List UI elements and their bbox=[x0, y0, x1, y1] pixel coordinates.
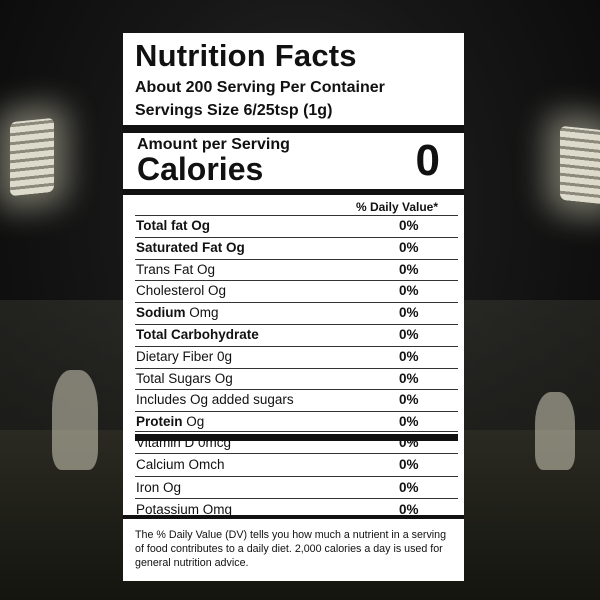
nutrient-daily-value: 0% bbox=[399, 392, 419, 408]
nutrient-amount: Og bbox=[226, 239, 245, 255]
nutrient-name: Dietary Fiber 0g bbox=[136, 347, 232, 368]
servings-per-container: About 200 Serving Per Container bbox=[135, 79, 385, 96]
nutrient-row: Saturated Fat Og 0% bbox=[135, 236, 458, 259]
vitamin-row: Potassium Omg 0% bbox=[135, 497, 458, 520]
footnote: The % Daily Value (DV) tells you how muc… bbox=[135, 529, 447, 569]
calories-label: Calories bbox=[137, 151, 264, 187]
nutrient-row: Includes Og added sugars 0% bbox=[135, 389, 458, 411]
nutrient-name: Sodium Omg bbox=[136, 303, 219, 324]
label-title: Nutrition Facts bbox=[135, 38, 357, 73]
nutrient-daily-value: 0% bbox=[399, 261, 419, 277]
nutrient-label: Cholesterol Og bbox=[136, 283, 227, 299]
calories-value: 0 bbox=[415, 136, 440, 185]
nutrient-label: Dietary Fiber 0g bbox=[136, 348, 233, 364]
vitamin-list: Vitamin D 0mcg 0% Calcium Omch 0% Iron Og 0% P… bbox=[135, 431, 458, 520]
nutrient-label: Protein bbox=[136, 414, 183, 430]
nutrient-label: Total fat bbox=[136, 218, 188, 233]
nutrient-row: Protein Og 0% bbox=[135, 411, 458, 433]
divider-vitamins bbox=[135, 433, 458, 441]
nutrient-daily-value: 0% bbox=[399, 414, 419, 430]
floodlight-left bbox=[10, 117, 54, 197]
nutrient-name: Protein Og bbox=[136, 412, 204, 433]
vitamin-daily-value: 0% bbox=[399, 435, 419, 450]
vitamin-name: Vitamin D 0mcg bbox=[136, 435, 232, 450]
nutrient-name: Total Sugars Og bbox=[136, 369, 233, 390]
vitamin-daily-value: 0% bbox=[399, 479, 419, 495]
vitamin-name: Calcium Omch bbox=[136, 457, 225, 473]
nutrition-facts-label: Nutrition Facts About 200 Serving Per Co… bbox=[123, 33, 464, 581]
divider-footnote bbox=[123, 515, 464, 519]
fielder-figure bbox=[535, 392, 575, 470]
nutrient-daily-value: 0% bbox=[399, 218, 419, 233]
vitamin-name: Iron Og bbox=[136, 479, 182, 495]
nutrient-row: Total fat Og 0% bbox=[135, 215, 458, 237]
divider-thick-top bbox=[123, 125, 464, 133]
floodlight-right bbox=[560, 125, 600, 205]
vitamin-row: Vitamin D 0mcg 0% bbox=[135, 431, 458, 453]
nutrient-daily-value: 0% bbox=[399, 370, 419, 386]
nutrient-row: Trans Fat Og 0% bbox=[135, 258, 458, 281]
nutrient-name: Trans Fat Og bbox=[136, 260, 215, 281]
nutrient-row: Dietary Fiber 0g 0% bbox=[135, 345, 458, 368]
nutrient-list: Total fat Og 0% Saturated Fat Og 0% Trans Fa… bbox=[135, 215, 458, 441]
nutrient-label: Sodium bbox=[136, 305, 186, 321]
nutrient-label: Trans Fat Og bbox=[136, 261, 216, 277]
nutrient-row: Cholesterol Og 0% bbox=[135, 280, 458, 302]
nutrient-name: Includes Og added sugars bbox=[136, 390, 294, 411]
nutrient-label: Includes Og added sugars bbox=[136, 392, 294, 408]
vitamin-daily-value: 0% bbox=[399, 501, 419, 517]
vitamin-daily-value: 0% bbox=[399, 457, 419, 473]
serving-size: Servings Size 6/25tsp (1g) bbox=[135, 102, 333, 119]
nutrient-label: Total Carbohydrate bbox=[136, 326, 259, 342]
nutrient-label: Total Sugars Og bbox=[136, 370, 233, 386]
batsman-figure bbox=[52, 370, 98, 470]
nutrient-row: Total Sugars Og 0% bbox=[135, 367, 458, 390]
divider-thick-calories bbox=[123, 189, 464, 195]
daily-value-header: % Daily Value* bbox=[355, 200, 438, 214]
nutrient-row: Sodium Omg 0% bbox=[135, 302, 458, 324]
vitamin-row: Calcium Omch 0% bbox=[135, 453, 458, 475]
nutrient-daily-value: 0% bbox=[399, 326, 419, 342]
nutrient-name: Cholesterol Og bbox=[136, 281, 226, 302]
nutrient-amount: Omg bbox=[189, 305, 219, 321]
nutrient-daily-value: 0% bbox=[399, 348, 419, 364]
nutrient-name: Total fat Og bbox=[136, 216, 210, 237]
nutrient-daily-value: 0% bbox=[399, 305, 419, 321]
nutrient-name: Total Carbohydrate bbox=[136, 325, 259, 346]
nutrient-amount: Og bbox=[186, 414, 205, 430]
vitamin-row: Iron Og 0% bbox=[135, 475, 458, 498]
nutrient-daily-value: 0% bbox=[399, 239, 419, 255]
nutrient-name: Saturated Fat Og bbox=[136, 238, 245, 259]
vitamin-name: Potassium Omg bbox=[136, 501, 233, 517]
nutrient-label: Saturated Fat bbox=[136, 239, 223, 255]
nutrient-daily-value: 0% bbox=[399, 283, 419, 299]
amount-per-serving: Amount per Serving bbox=[137, 136, 290, 153]
nutrient-amount: Og bbox=[191, 218, 211, 233]
nutrient-row: Total Carbohydrate 0% bbox=[135, 323, 458, 346]
